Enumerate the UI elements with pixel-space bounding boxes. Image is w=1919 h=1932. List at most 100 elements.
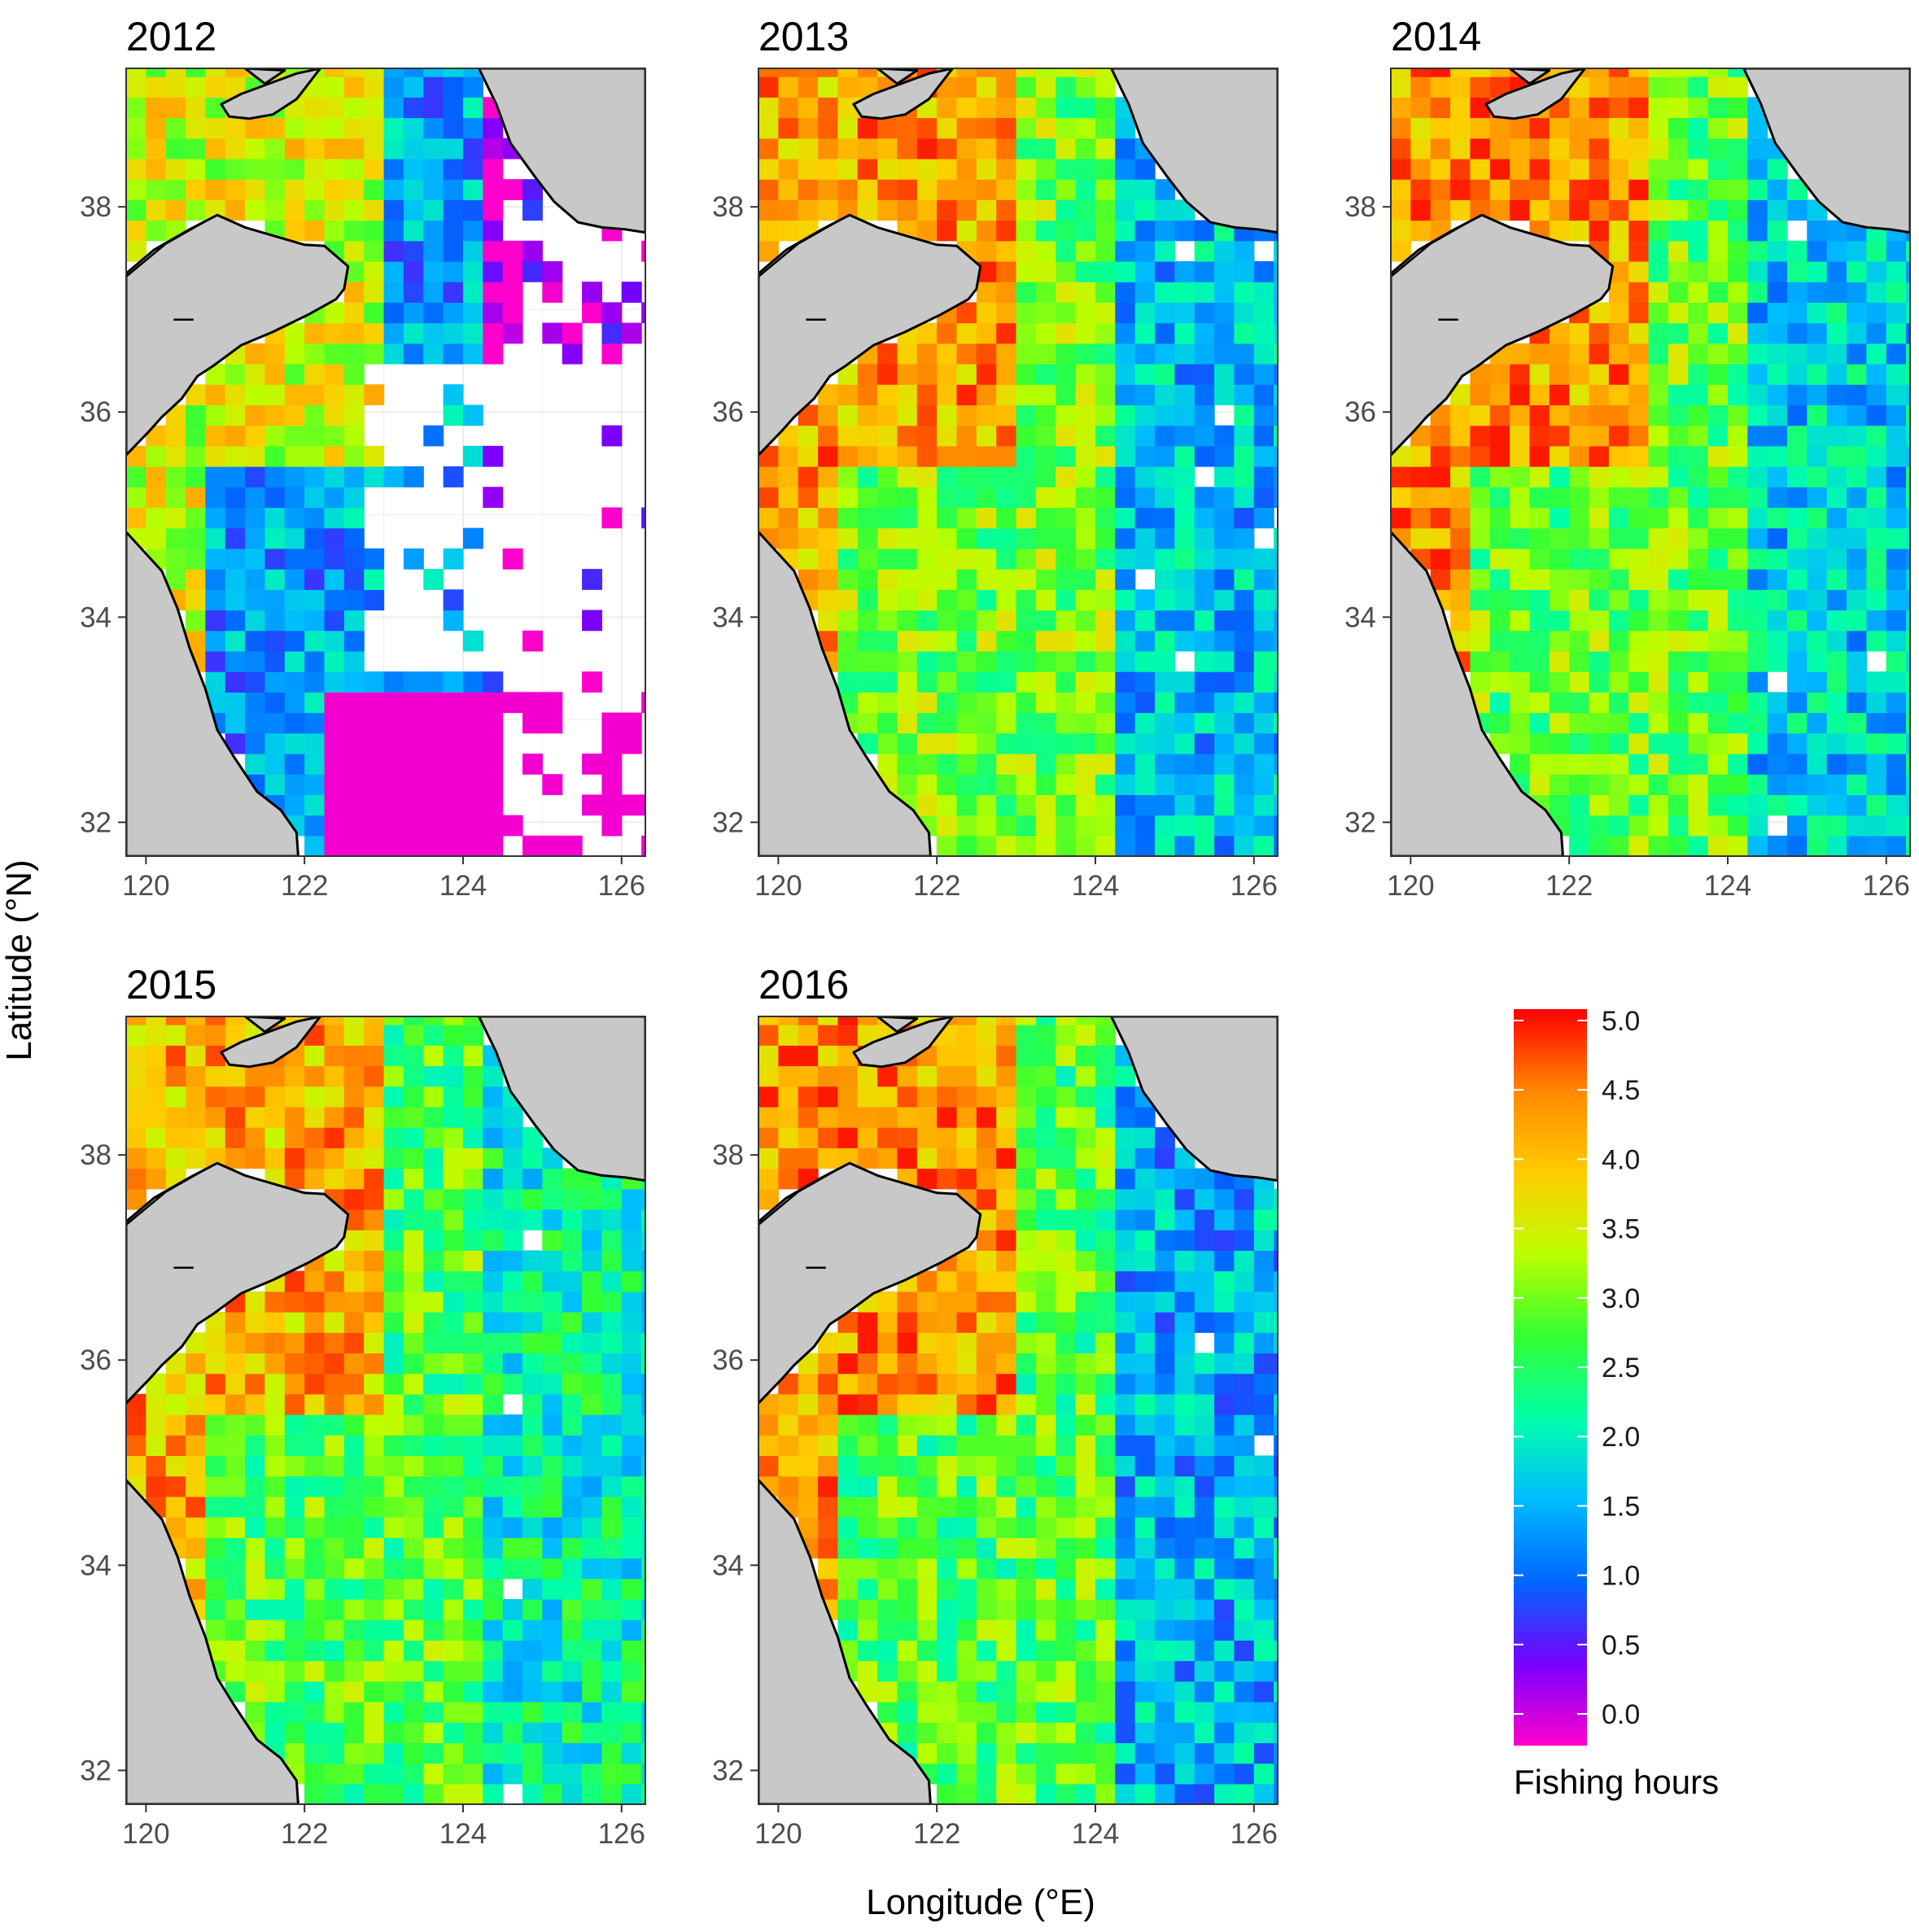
heatmap-cell bbox=[1194, 1496, 1215, 1518]
heatmap-cell bbox=[937, 1373, 958, 1395]
heatmap-cell bbox=[1134, 1681, 1156, 1703]
heatmap-cell bbox=[1214, 1270, 1235, 1292]
heatmap-cell bbox=[1155, 1578, 1175, 1600]
heatmap-cell bbox=[462, 1414, 483, 1436]
heatmap-cell bbox=[1016, 445, 1037, 467]
heatmap-cell bbox=[1174, 1414, 1196, 1436]
heatmap-cell bbox=[343, 1353, 365, 1375]
heatmap-cell bbox=[225, 1065, 246, 1087]
heatmap-cell bbox=[1274, 1414, 1278, 1436]
heatmap-cell bbox=[1035, 240, 1056, 262]
heatmap-cell bbox=[1589, 138, 1610, 160]
heatmap-cell bbox=[1529, 507, 1550, 529]
heatmap-cell bbox=[403, 1291, 424, 1313]
heatmap-cell bbox=[264, 199, 286, 221]
heatmap-cell bbox=[542, 1332, 563, 1354]
heatmap-cell bbox=[601, 1558, 623, 1580]
heatmap-cell bbox=[956, 548, 977, 570]
heatmap-cell bbox=[1134, 774, 1156, 795]
heatmap-cell bbox=[916, 1291, 938, 1313]
heatmap-cell bbox=[1016, 1025, 1037, 1046]
heatmap-cell bbox=[1115, 1640, 1136, 1662]
heatmap-cell bbox=[1174, 322, 1196, 344]
heatmap-cell bbox=[1016, 1147, 1037, 1169]
heatmap-cell bbox=[1569, 732, 1590, 754]
heatmap-cell bbox=[343, 1640, 365, 1662]
heatmap-cell bbox=[245, 1558, 266, 1580]
coastline bbox=[758, 220, 839, 278]
heatmap-cell bbox=[364, 1065, 385, 1087]
heatmap-cell bbox=[284, 569, 305, 590]
heatmap-cell bbox=[1194, 753, 1215, 775]
heatmap-cell bbox=[324, 1455, 345, 1477]
heatmap-cell bbox=[1648, 404, 1669, 426]
heatmap-cell bbox=[284, 692, 305, 714]
heatmap-cell bbox=[837, 1393, 859, 1415]
heatmap-cell bbox=[837, 1537, 859, 1559]
heatmap-cell bbox=[1569, 692, 1590, 714]
heatmap-cell bbox=[857, 507, 878, 529]
heatmap-cell bbox=[857, 1517, 878, 1538]
heatmap-cell bbox=[1707, 650, 1729, 672]
heatmap-cell bbox=[1727, 712, 1748, 734]
heatmap-cell bbox=[956, 1660, 977, 1682]
heatmap-cell bbox=[186, 466, 207, 487]
heatmap-cell bbox=[1847, 815, 1868, 837]
heatmap-cell bbox=[641, 1783, 645, 1804]
heatmap-cell bbox=[1035, 76, 1056, 98]
heatmap-cell bbox=[1589, 487, 1610, 509]
heatmap-cell bbox=[1234, 1270, 1255, 1292]
heatmap-cell bbox=[937, 650, 958, 672]
heatmap-cell bbox=[245, 1127, 266, 1148]
heatmap-cell bbox=[245, 158, 266, 180]
land-islandA bbox=[220, 1016, 322, 1069]
heatmap-cell bbox=[758, 138, 779, 160]
heatmap-cell bbox=[364, 815, 385, 837]
heatmap-cell bbox=[976, 445, 997, 467]
heatmap-cell bbox=[897, 1722, 918, 1743]
heatmap-cell bbox=[1155, 753, 1175, 775]
heatmap-cell bbox=[1134, 1230, 1156, 1251]
heatmap-cell bbox=[1174, 1332, 1196, 1354]
heatmap-cell bbox=[383, 1353, 404, 1375]
heatmap-cell bbox=[403, 1681, 424, 1703]
heatmap-cell bbox=[522, 1537, 543, 1559]
heatmap-cell bbox=[205, 1353, 226, 1375]
heatmap-cell bbox=[976, 199, 997, 221]
heatmap-cell bbox=[1767, 548, 1788, 570]
heatmap-cell bbox=[996, 732, 1017, 754]
heatmap-cell bbox=[937, 1783, 958, 1804]
heatmap-cell bbox=[383, 1578, 404, 1600]
colorbar-tick-label: 2.5 bbox=[1602, 1353, 1640, 1383]
heatmap-cell bbox=[1056, 1701, 1077, 1723]
heatmap-cell bbox=[443, 1701, 464, 1723]
heatmap-cell bbox=[126, 1147, 146, 1169]
heatmap-cell bbox=[1847, 487, 1868, 509]
heatmap-cell bbox=[1688, 179, 1709, 200]
heatmap-cell bbox=[1095, 220, 1116, 242]
heatmap-cell bbox=[1707, 364, 1729, 385]
heatmap-cell bbox=[1707, 835, 1729, 856]
heatmap-cell bbox=[1668, 343, 1689, 365]
heatmap-cell bbox=[284, 1332, 305, 1354]
heatmap-cell bbox=[1155, 1455, 1175, 1477]
heatmap-cell bbox=[1095, 610, 1116, 632]
heatmap-cell bbox=[976, 1373, 997, 1395]
heatmap-cell bbox=[423, 117, 444, 139]
land-islandA bbox=[852, 1016, 955, 1069]
land-islandB bbox=[876, 68, 919, 85]
heatmap-cell bbox=[443, 138, 464, 160]
heatmap-cell bbox=[383, 466, 404, 487]
heatmap-cell bbox=[937, 220, 958, 242]
heatmap-cell bbox=[601, 322, 623, 344]
heatmap-cell bbox=[818, 1455, 839, 1477]
heatmap-cell bbox=[1589, 774, 1610, 795]
heatmap-cell bbox=[1608, 384, 1629, 406]
heatmap-cell bbox=[205, 1414, 226, 1436]
heatmap-cell bbox=[1628, 650, 1650, 672]
heatmap-cell bbox=[324, 138, 345, 160]
heatmap-cell bbox=[1410, 466, 1432, 487]
heatmap-cell bbox=[1035, 260, 1056, 282]
heatmap-cell bbox=[443, 1250, 464, 1272]
